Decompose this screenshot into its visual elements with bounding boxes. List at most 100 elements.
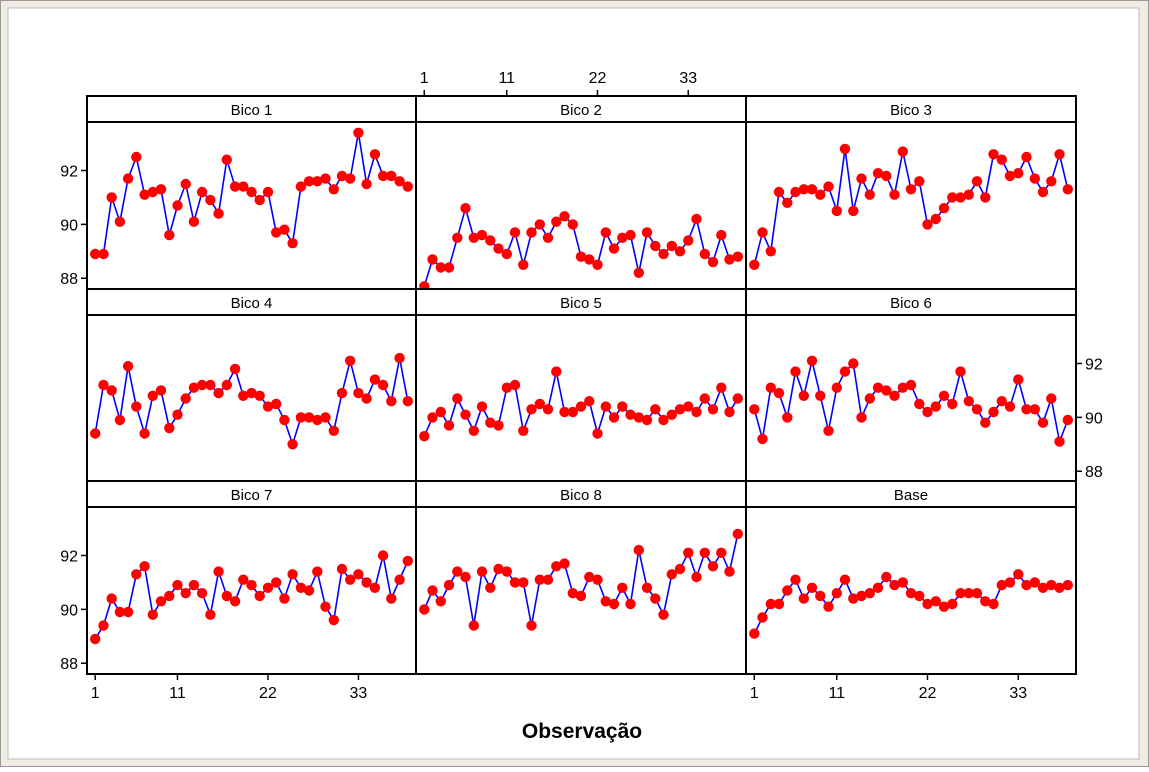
data-point-bico-6-21 [914,399,924,409]
data-point-base-10 [823,602,833,612]
data-point-bico-3-1 [749,260,759,270]
data-point-bico-3-39 [1063,184,1073,194]
data-point-bico-4-16 [213,388,223,398]
data-point-bico-6-12 [840,366,850,376]
data-point-bico-5-1 [419,431,429,441]
data-point-bico-6-35 [1030,404,1040,414]
x-tick-label-bottom-3-33: 33 [1009,685,1027,702]
data-point-bico-7-28 [312,566,322,576]
data-point-bico-1-11 [172,200,182,210]
panel-title-bico-6: Bico 6 [890,295,932,312]
data-point-bico-6-27 [964,396,974,406]
data-point-bico-8-34 [691,572,701,582]
data-point-bico-1-29 [320,173,330,183]
data-point-bico-6-8 [807,356,817,366]
data-point-bico-8-32 [675,564,685,574]
data-point-bico-6-39 [1063,415,1073,425]
data-point-bico-7-21 [255,591,265,601]
data-point-bico-2-2 [427,254,437,264]
panel-frame-bico-1 [87,122,416,289]
data-point-bico-4-11 [172,410,182,420]
data-point-bico-5-23 [601,401,611,411]
data-point-bico-8-28 [642,583,652,593]
data-point-bico-4-3 [107,385,117,395]
data-point-bico-7-36 [378,550,388,560]
data-point-base-32 [1005,577,1015,587]
data-point-bico-6-32 [1005,401,1015,411]
data-point-bico-4-37 [386,396,396,406]
data-point-bico-4-29 [320,412,330,422]
x-tick-label-bottom-3-11: 11 [828,685,845,702]
data-point-bico-6-4 [774,388,784,398]
x-tick-label-bottom-1-22: 22 [259,685,277,702]
data-point-bico-4-4 [115,415,125,425]
panel-title-base: Base [894,487,928,504]
y-tick-label-left-1-92: 92 [60,163,78,180]
data-point-bico-6-13 [848,358,858,368]
data-point-bico-6-37 [1046,393,1056,403]
data-point-bico-1-6 [131,152,141,162]
data-point-bico-6-11 [832,383,842,393]
data-point-bico-4-15 [205,380,215,390]
data-point-bico-4-36 [378,380,388,390]
data-point-bico-6-7 [799,391,809,401]
data-point-bico-4-21 [255,391,265,401]
data-point-bico-7-3 [107,593,117,603]
data-point-bico-2-28 [642,227,652,237]
data-point-bico-4-32 [345,356,355,366]
data-point-bico-1-22 [263,187,273,197]
panel-title-bico-4: Bico 4 [231,295,273,312]
data-point-bico-8-4 [444,580,454,590]
data-point-bico-5-25 [617,401,627,411]
data-point-bico-5-35 [700,393,710,403]
data-point-bico-1-16 [213,208,223,218]
y-tick-label-left-1-88: 88 [60,271,78,288]
data-point-bico-5-39 [733,393,743,403]
x-tick-label-top-2-11: 11 [498,70,515,87]
data-point-bico-3-23 [931,214,941,224]
data-point-bico-8-6 [460,572,470,582]
data-point-bico-3-20 [906,184,916,194]
x-tick-label-bottom-1-1: 1 [91,685,100,702]
data-point-base-25 [947,599,957,609]
x-tick-label-bottom-3-22: 22 [919,685,937,702]
data-point-bico-5-36 [708,404,718,414]
data-point-bico-2-27 [634,268,644,278]
data-point-bico-7-10 [164,591,174,601]
data-point-bico-7-24 [279,593,289,603]
data-point-bico-1-24 [279,225,289,235]
data-point-bico-1-33 [353,128,363,138]
data-point-bico-7-7 [139,561,149,571]
data-point-bico-5-34 [691,407,701,417]
data-point-bico-8-33 [683,548,693,558]
data-point-base-1 [749,628,759,638]
data-point-bico-4-39 [403,396,413,406]
panel-title-bico-8: Bico 8 [560,487,602,504]
data-point-base-4 [774,599,784,609]
y-tick-label-left-1-90: 90 [60,217,78,234]
data-point-bico-2-23 [601,227,611,237]
data-point-bico-3-13 [848,206,858,216]
data-point-bico-3-17 [881,171,891,181]
data-point-base-21 [914,591,924,601]
data-point-bico-3-24 [939,203,949,213]
data-point-bico-3-28 [972,176,982,186]
data-point-bico-7-6 [131,569,141,579]
data-point-bico-5-6 [460,410,470,420]
data-point-bico-3-2 [757,227,767,237]
data-point-bico-2-37 [716,230,726,240]
data-point-bico-6-9 [815,391,825,401]
data-point-bico-7-11 [172,580,182,590]
data-point-bico-1-39 [403,181,413,191]
data-point-bico-3-29 [980,192,990,202]
data-point-bico-2-4 [444,262,454,272]
data-point-bico-7-12 [181,588,191,598]
data-point-bico-4-7 [139,428,149,438]
data-point-bico-4-31 [337,388,347,398]
data-point-bico-1-9 [156,184,166,194]
data-point-bico-7-2 [98,620,108,630]
data-point-bico-8-24 [609,599,619,609]
data-point-bico-5-13 [518,426,528,436]
data-point-bico-4-5 [123,361,133,371]
data-point-bico-8-30 [658,610,668,620]
